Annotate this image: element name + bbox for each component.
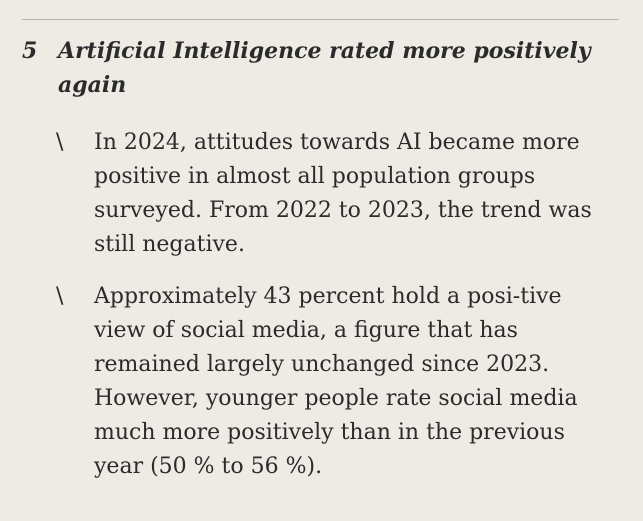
bullet-text: In 2024, attitudes towards AI became mor… [94,130,592,257]
bullet-text: Approximately 43 percent hold a posi-tiv… [94,284,578,479]
bullet-item: \ Approximately 43 percent hold a posi-t… [22,280,622,484]
backslash-icon: \ [56,284,64,309]
findings-section: 5 Artificial Intelligence rated more pos… [22,34,622,500]
section-title: Artificial Intelligence rated more posit… [58,38,591,98]
backslash-icon: \ [56,130,64,155]
section-number: 5 [22,38,38,64]
top-divider [22,19,619,20]
bullet-list: \ In 2024, attitudes towards AI became m… [22,126,622,484]
section-heading: 5 Artificial Intelligence rated more pos… [22,34,622,102]
bullet-item: \ In 2024, attitudes towards AI became m… [22,126,622,262]
